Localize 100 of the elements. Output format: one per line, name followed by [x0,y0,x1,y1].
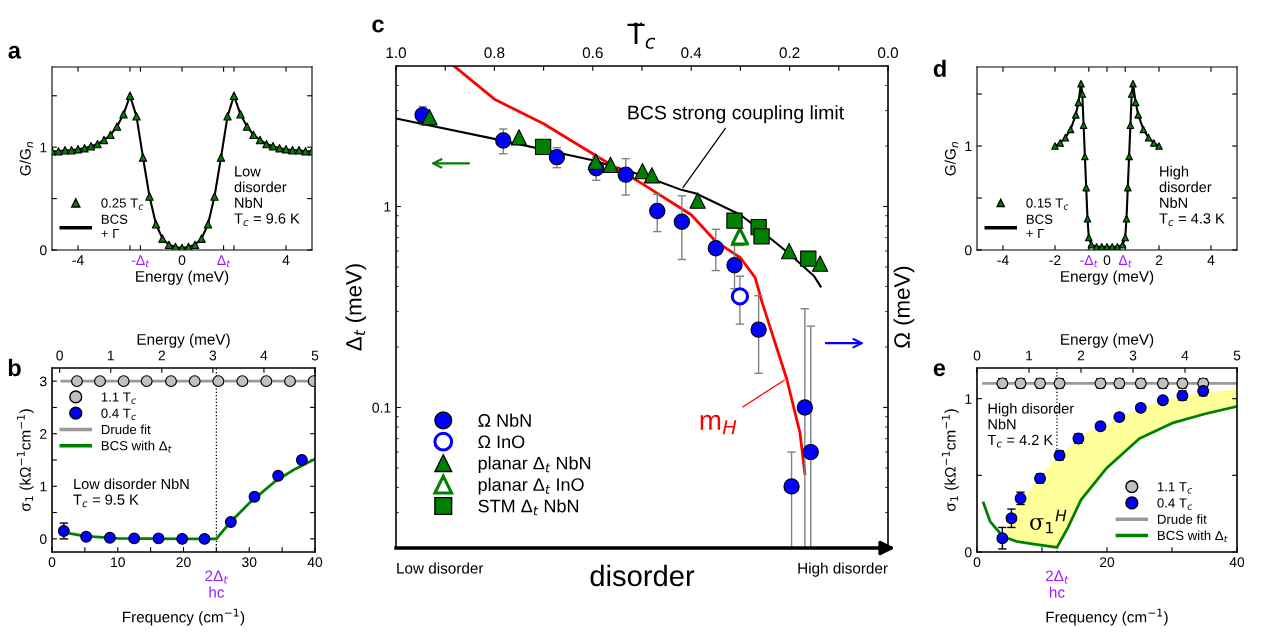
x-tick-label: 1.0 [386,47,407,59]
y-axis-title: σ$_{1}$ (kΩ$^{−1}$cm$^{−1}$) [16,409,34,512]
point [94,375,106,388]
point [548,148,566,166]
point [1121,233,1130,242]
point [617,166,634,183]
legend-label: 1.1 T$_{c}$ [101,392,136,404]
point [268,141,278,151]
point [223,112,232,121]
legend-label: planar Δ$_{t}$ InO [478,477,584,495]
point [1071,111,1080,119]
x-tick-label: -2 [1049,255,1061,265]
x-tick-label: -Δ$_{t}$ [131,255,150,268]
text: High disorder [798,562,888,577]
point [800,250,817,267]
x-tick-label: 0.4 [681,47,702,59]
x2-tick-label: 0 [56,350,63,361]
x-tick-label: -4 [997,255,1009,265]
point [1134,401,1147,414]
point [294,146,304,155]
y-tick-label: 1 [965,394,972,404]
legend-label: Ω InO [478,435,525,449]
point [236,375,249,388]
point [164,240,174,250]
point [1066,125,1075,134]
point [188,375,201,388]
point [295,454,308,466]
legend-label: 0.15 T$_{c}$ [1026,198,1069,210]
y-tick-label: 0 [964,547,972,558]
text: c [372,19,384,33]
point [106,130,115,140]
point [1126,121,1135,130]
point [203,220,213,229]
point [1005,512,1018,525]
legend-label: BCS + Γ [1026,214,1053,239]
legend-label: 0.4 T$_{c}$ [1157,498,1193,510]
annotation: Low disorder NbN T$_{c}$ = 9.5 K [73,478,189,508]
point [224,516,237,528]
point [176,532,189,545]
x-tick-label: 20 [1099,557,1115,568]
text: b [8,358,21,377]
text: disorder [590,564,695,587]
point [1134,111,1143,119]
annotation: m$_{H}$ [700,414,737,435]
legend-label: BCS with Δ$_{t}$ [1157,530,1228,543]
point [1144,133,1153,142]
y-tick-label: 0 [39,534,47,545]
point [753,228,770,245]
y2-axis-title: Ω (meV) [893,266,915,348]
y-axis-title: σ$_{1}$ (kΩ$^{−1}$cm$^{−1}$) [941,409,959,512]
point [1125,152,1133,161]
point [1197,385,1210,397]
point [643,167,661,184]
point [634,162,651,180]
x-tick-label: 0 [973,557,981,568]
point [272,469,285,482]
x-tick-label: Δ$_{t}$ [217,255,231,268]
text: e [933,363,946,377]
x2-tick-label: 5 [311,350,319,361]
legend-label: planar Δ$_{t}$ NbN [478,456,591,474]
x-tick-label: 4 [1207,255,1215,265]
point [248,490,261,503]
x-tick-label: -4 [72,255,84,265]
point [996,532,1009,545]
line-series [452,66,807,475]
x-tick-label: Δ$_{t}$ [1118,255,1132,268]
point [1131,98,1140,107]
annotation: σ$_{1}$$^{H}$ [1030,509,1067,534]
point [132,112,141,121]
y-tick-label: 0.1 [372,402,391,413]
y-tick-label: 0 [39,245,47,256]
point [534,138,552,156]
point [103,531,116,544]
point [210,192,219,201]
x2-tick-label: 1 [1026,350,1033,361]
legend-label: Drude fit [101,424,151,435]
x-axis-title: Frequency (cm$^{−1}$) [1046,608,1168,626]
point [1122,214,1131,223]
point [216,153,226,162]
point [151,220,161,229]
point [145,192,154,201]
point [301,147,310,156]
legend-label: Ω NbN [478,413,531,427]
point [152,532,165,545]
point [1084,233,1093,242]
x-tick-label: 0 [48,557,56,568]
point [783,478,800,495]
x-tick-label: 4 [282,255,290,265]
point [726,257,743,274]
point [1051,142,1059,150]
x-tick-label: 30 [242,557,257,568]
point [125,91,135,101]
point [54,147,63,156]
point [80,143,89,153]
y-axis-title: G/G$_{n}$ [19,142,34,176]
x-axis-title: Frequency (cm$^{−1}$) [123,608,245,626]
x2-axis-title: Energy (meV) [1061,333,1154,348]
point [495,132,512,149]
annotation: BCS strong coupling limit [628,105,844,124]
annotation: 2Δ$_{t}$ hc [205,570,228,598]
